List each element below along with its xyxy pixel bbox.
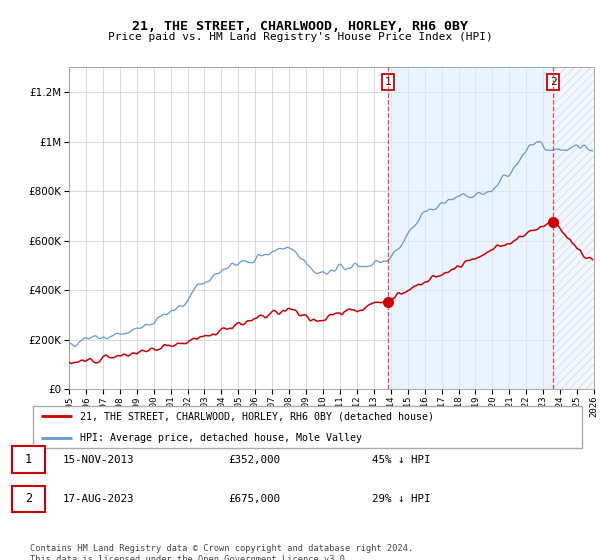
Text: 21, THE STREET, CHARLWOOD, HORLEY, RH6 0BY: 21, THE STREET, CHARLWOOD, HORLEY, RH6 0…: [132, 20, 468, 32]
Bar: [553, 67, 594, 389]
Text: 2: 2: [550, 77, 556, 87]
Bar: [553, 67, 594, 389]
Text: £352,000: £352,000: [228, 455, 280, 465]
Text: 29% ↓ HPI: 29% ↓ HPI: [372, 494, 431, 504]
Text: Contains HM Land Registry data © Crown copyright and database right 2024.
This d: Contains HM Land Registry data © Crown c…: [30, 544, 413, 560]
Text: 17-AUG-2023: 17-AUG-2023: [63, 494, 134, 504]
Text: 21, THE STREET, CHARLWOOD, HORLEY, RH6 0BY (detached house): 21, THE STREET, CHARLWOOD, HORLEY, RH6 0…: [80, 411, 434, 421]
Text: 1: 1: [385, 77, 391, 87]
Bar: [388, 67, 553, 389]
Text: HPI: Average price, detached house, Mole Valley: HPI: Average price, detached house, Mole…: [80, 433, 362, 443]
Text: 2: 2: [25, 492, 32, 506]
Text: 45% ↓ HPI: 45% ↓ HPI: [372, 455, 431, 465]
Text: Price paid vs. HM Land Registry's House Price Index (HPI): Price paid vs. HM Land Registry's House …: [107, 32, 493, 43]
Text: 1: 1: [25, 453, 32, 466]
Text: 15-NOV-2013: 15-NOV-2013: [63, 455, 134, 465]
Text: £675,000: £675,000: [228, 494, 280, 504]
Bar: [553, 67, 594, 389]
FancyBboxPatch shape: [33, 405, 582, 449]
